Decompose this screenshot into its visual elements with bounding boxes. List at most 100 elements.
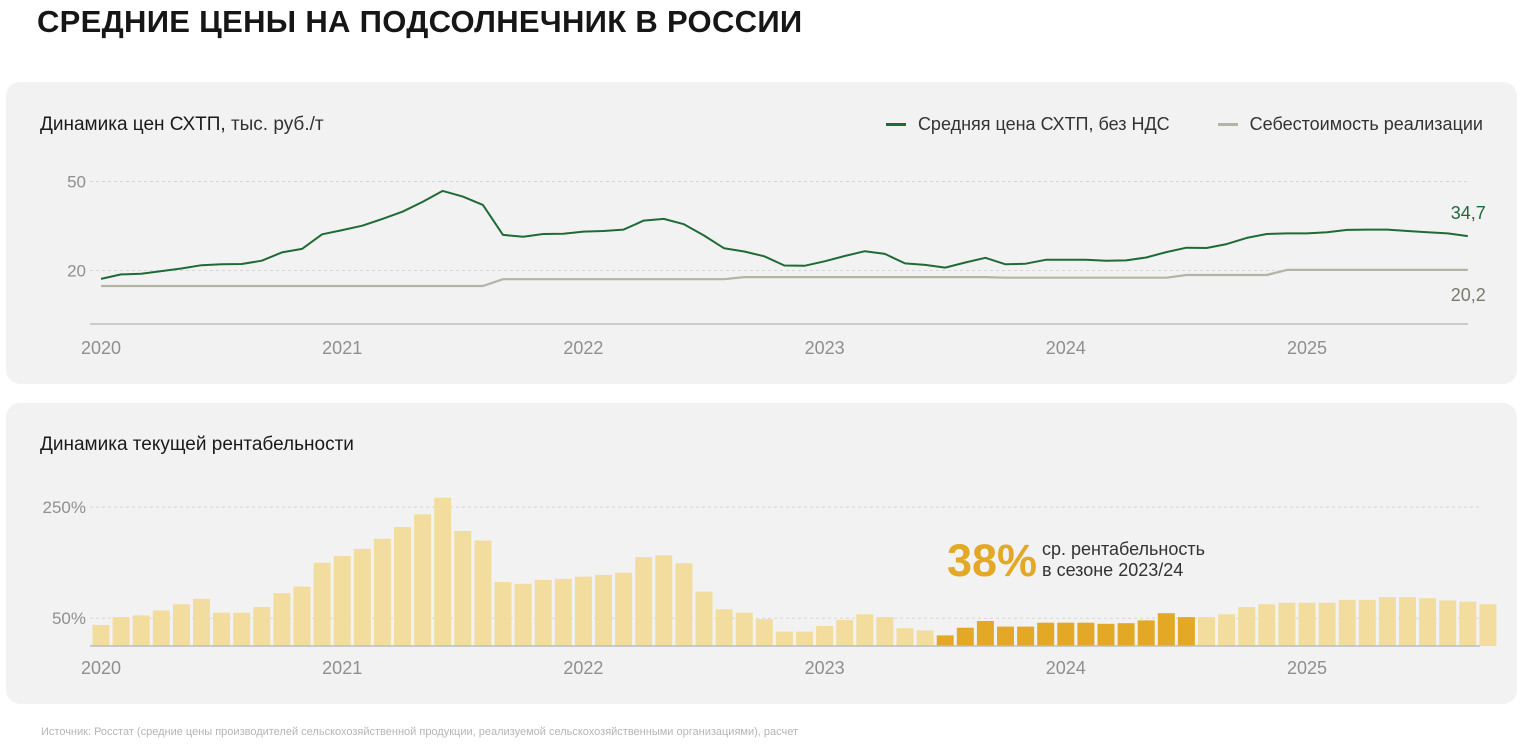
- legend-swatch-cost: [1217, 123, 1238, 126]
- bar: [1399, 597, 1416, 646]
- x-tick-label: 2024: [1046, 338, 1086, 358]
- profitability-bar-chart: 250% 50% 2020 2021 2022 2023 2024 2025 38% ср. ре…: [43, 497, 1497, 678]
- series-line-cost: [101, 268, 1468, 288]
- price-chart-unit: тыс. руб./т: [230, 114, 324, 135]
- bar-highlight: [1037, 622, 1055, 646]
- bar: [635, 557, 653, 646]
- bar: [1238, 607, 1256, 646]
- series-line-price: [100, 189, 1468, 280]
- bar-highlight: [1077, 622, 1095, 646]
- profitability-chart-title: Динамика текущей рентабельности: [40, 434, 354, 456]
- bar: [233, 612, 251, 646]
- bar: [414, 514, 432, 646]
- bar: [213, 612, 231, 646]
- bar-highlight: [1057, 622, 1075, 646]
- annotation-value: 38%: [947, 535, 1037, 586]
- x-tick-label: 2023: [805, 658, 845, 678]
- bar: [152, 610, 170, 646]
- bar-highlight: [1157, 613, 1175, 646]
- bar: [373, 538, 391, 646]
- price-chart-title: Динамика цен СХТП, тыс. руб./т: [40, 114, 324, 136]
- bar-highlight: [1137, 620, 1155, 646]
- bar: [916, 630, 934, 646]
- bar: [132, 615, 150, 646]
- bar: [574, 576, 592, 646]
- bar: [695, 591, 713, 646]
- bar: [876, 617, 894, 646]
- bar: [1338, 599, 1356, 646]
- legend-label-cost: Себестоимость реализации: [1249, 114, 1483, 134]
- bar: [1198, 617, 1215, 646]
- bar: [313, 562, 331, 646]
- profitability-chart-title-text: Динамика текущей рентабельности: [40, 434, 354, 455]
- x-tick-label: 2020: [81, 658, 121, 678]
- profitability-chart-panel: Динамика текущей рентабельности 250% 50% 2…: [6, 403, 1517, 704]
- bar: [735, 612, 753, 646]
- price-chart-panel: Динамика цен СХТП, тыс. руб./т Средняя ц…: [6, 82, 1517, 384]
- bar: [394, 527, 411, 646]
- annotation-text-line2: в сезоне 2023/24: [1042, 560, 1183, 580]
- x-tick-label: 2020: [81, 338, 121, 358]
- legend-swatch-price: [885, 123, 906, 126]
- bar: [193, 598, 210, 646]
- bar: [333, 556, 351, 646]
- bar: [1298, 602, 1316, 646]
- y-tick-label: 20: [67, 262, 86, 281]
- bar-highlight: [976, 621, 994, 646]
- bar: [1318, 602, 1336, 646]
- bar: [1258, 604, 1276, 646]
- bar: [1278, 602, 1296, 646]
- bar: [112, 617, 130, 646]
- bar: [273, 593, 291, 646]
- price-chart-legend: Средняя цена СХТП, без НДС Себестоимость…: [885, 114, 1483, 135]
- bar: [796, 631, 813, 646]
- x-tick-label: 2025: [1287, 658, 1327, 678]
- bar: [775, 631, 793, 646]
- bar-highlight: [997, 626, 1014, 646]
- end-label-price: 34,7: [1451, 203, 1486, 223]
- bar: [1218, 614, 1236, 646]
- bar: [1378, 597, 1396, 646]
- bar: [655, 555, 673, 646]
- bar: [816, 626, 834, 646]
- bar: [454, 531, 472, 646]
- bar: [615, 572, 633, 646]
- bar: [474, 540, 492, 646]
- bar: [494, 582, 512, 646]
- bar: [1358, 599, 1376, 646]
- x-tick-label: 2021: [322, 338, 362, 358]
- bar: [514, 583, 532, 646]
- bar-highlight: [956, 627, 974, 646]
- bar: [675, 563, 693, 646]
- bar: [1479, 604, 1497, 646]
- bar: [715, 609, 733, 646]
- x-tick-label: 2021: [322, 658, 362, 678]
- legend-label-price: Средняя цена СХТП, без НДС: [917, 114, 1170, 134]
- bar: [1459, 601, 1477, 646]
- bar-highlight: [1177, 617, 1195, 646]
- bar: [595, 574, 612, 646]
- bar: [1439, 600, 1457, 646]
- source-note: Источник: Росстат (средние цены производ…: [41, 726, 799, 738]
- bar-highlight: [1017, 626, 1035, 646]
- bar: [856, 614, 874, 646]
- x-tick-label: 2022: [563, 658, 603, 678]
- bar: [293, 586, 311, 646]
- bar-highlight: [1097, 623, 1115, 646]
- x-tick-label: 2023: [805, 338, 845, 358]
- bar: [534, 579, 552, 646]
- bar: [353, 548, 371, 646]
- bar: [1419, 598, 1437, 646]
- bar: [896, 628, 914, 646]
- y-tick-label: 250%: [43, 498, 86, 517]
- end-label-cost: 20,2: [1451, 285, 1486, 305]
- bar: [434, 497, 452, 646]
- x-tick-label: 2025: [1287, 338, 1327, 358]
- bar-highlight: [936, 635, 954, 646]
- bar: [253, 607, 271, 646]
- legend-item-cost: Себестоимость реализации: [1217, 114, 1483, 135]
- annotation-text-line1: ср. рентабельность: [1042, 539, 1205, 559]
- legend-item-price: Средняя цена СХТП, без НДС: [885, 114, 1170, 135]
- page-title: СРЕДНИЕ ЦЕНЫ НА ПОДСОЛНЕЧНИК В РОССИИ: [37, 4, 803, 39]
- bar: [554, 578, 572, 646]
